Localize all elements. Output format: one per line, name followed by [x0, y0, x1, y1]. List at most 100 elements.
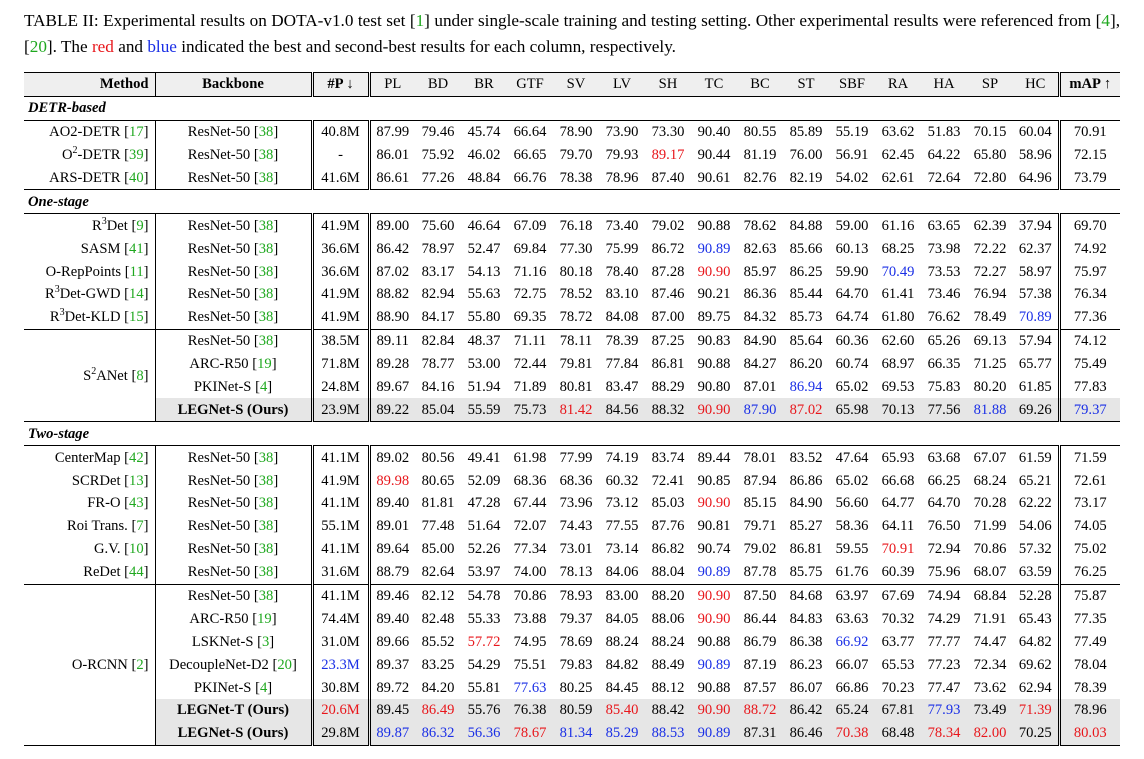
value-cell: 64.74: [829, 305, 875, 330]
ref-link[interactable]: 40: [129, 170, 144, 186]
value-cell: 84.45: [605, 679, 639, 696]
value-cell: 89.45: [367, 699, 415, 722]
ref-link[interactable]: 4: [259, 379, 268, 396]
value-cell: 74.00: [507, 560, 553, 585]
ref-link[interactable]: 38: [258, 333, 274, 350]
ref-link[interactable]: 38: [258, 147, 274, 164]
ref-link[interactable]: 4: [1101, 11, 1110, 30]
ref-link[interactable]: 38: [258, 472, 274, 489]
value-cell: 72.34: [973, 656, 1007, 673]
ref-link[interactable]: 38: [258, 124, 274, 141]
value-cell: 84.68: [789, 588, 823, 605]
ref-link[interactable]: 4: [259, 679, 268, 696]
value-cell: 83.10: [605, 286, 639, 303]
value-cell: 54.78: [467, 588, 501, 605]
params-cell: 31.6M: [310, 560, 369, 585]
value-cell: 87.78: [737, 560, 783, 585]
value-cell: 89.72: [367, 676, 415, 700]
ref-link[interactable]: 15: [129, 309, 144, 326]
ref-link[interactable]: 3: [261, 633, 270, 650]
value-cell: 72.94: [927, 541, 961, 558]
ref-link[interactable]: 19: [257, 356, 272, 373]
ref-link[interactable]: 38: [258, 170, 274, 186]
backbone-name: ResNet-50 [38]: [154, 329, 312, 353]
ref-link[interactable]: 20: [29, 37, 47, 56]
table-row: LEGNet-T (Ours) 20.6M 89.45 86.49 55.76 76.38…: [24, 699, 1120, 722]
value-cell: 67.69: [881, 588, 915, 605]
ref-link[interactable]: 38: [258, 217, 274, 234]
ref-link[interactable]: 14: [129, 286, 144, 303]
ref-link[interactable]: 8: [136, 367, 144, 384]
value-cell: 90.90: [697, 588, 731, 605]
value-cell: 78.38: [553, 166, 599, 191]
ref-link[interactable]: 38: [258, 588, 274, 605]
ref-link[interactable]: 17: [129, 124, 144, 141]
value-cell: 82.63: [743, 240, 777, 257]
value-cell: 77.63: [513, 679, 547, 696]
value-cell: 87.94: [743, 472, 777, 489]
value-cell: 71.11: [513, 333, 547, 350]
ref-link[interactable]: 10: [129, 541, 144, 558]
ref-link[interactable]: 20: [277, 656, 292, 673]
value-cell: 86.46: [783, 721, 829, 746]
ref-link[interactable]: 2: [136, 656, 144, 673]
ref-link[interactable]: 38: [258, 541, 274, 558]
value-cell: 58.96: [1018, 147, 1052, 164]
value-cell: 85.15: [743, 495, 777, 512]
ref-link[interactable]: 39: [129, 147, 144, 164]
value-cell: 89.22: [367, 398, 415, 423]
value-cell: 65.43: [1018, 610, 1052, 627]
ref-link[interactable]: 38: [258, 263, 274, 280]
backbone-name: LEGNet-S (Ours): [154, 721, 312, 746]
header-class: BC: [737, 72, 783, 97]
backbone-name: ARC-R50 [19]: [154, 607, 312, 631]
map-cell: 77.35: [1057, 607, 1120, 631]
value-cell: 87.02: [367, 260, 415, 284]
ref-link[interactable]: 41: [129, 240, 144, 257]
ref-link[interactable]: 11: [129, 263, 144, 280]
ref-link[interactable]: 38: [258, 564, 274, 581]
value-cell: 80.81: [559, 379, 593, 396]
value-cell: 89.40: [367, 492, 415, 515]
value-cell: 83.25: [421, 656, 455, 673]
value-cell: 85.29: [599, 721, 645, 746]
value-cell: 83.47: [605, 379, 639, 396]
ref-link[interactable]: 43: [129, 495, 144, 512]
ref-link[interactable]: 9: [136, 217, 144, 234]
ref-link[interactable]: 1: [415, 11, 425, 30]
ref-link[interactable]: 38: [258, 240, 274, 257]
value-cell: 66.25: [927, 472, 961, 489]
ref-link[interactable]: 38: [258, 449, 274, 466]
value-cell: 74.94: [927, 588, 961, 605]
ref-link[interactable]: 7: [136, 518, 144, 535]
ref-link[interactable]: 38: [258, 286, 274, 303]
value-cell: 63.63: [835, 610, 869, 627]
map-cell: 71.59: [1057, 445, 1120, 470]
value-cell: 84.56: [599, 398, 645, 423]
red-legend-word: red: [91, 37, 114, 56]
value-cell: 80.59: [559, 702, 593, 719]
ref-link[interactable]: 19: [257, 610, 272, 627]
value-cell: 80.55: [743, 124, 777, 141]
value-cell: 60.39: [875, 560, 921, 585]
value-cell: 73.88: [513, 610, 547, 627]
params-cell: 41.1M: [310, 492, 369, 515]
value-cell: 86.82: [651, 541, 685, 558]
value-cell: 79.81: [559, 356, 593, 373]
value-cell: 74.95: [513, 633, 547, 650]
value-cell: 51.94: [467, 379, 501, 396]
value-cell: 83.17: [421, 263, 455, 280]
value-cell: 75.51: [513, 656, 547, 673]
ref-link[interactable]: 44: [129, 564, 144, 581]
value-cell: 74.43: [559, 518, 593, 535]
value-cell: 47.28: [467, 495, 501, 512]
value-cell: 78.39: [605, 333, 639, 350]
value-cell: 84.27: [743, 356, 777, 373]
ref-link[interactable]: 38: [258, 495, 274, 512]
ref-link[interactable]: 42: [129, 449, 144, 466]
ref-link[interactable]: 38: [258, 309, 274, 326]
value-cell: 58.97: [1018, 263, 1052, 280]
ref-link[interactable]: 38: [258, 518, 274, 535]
value-cell: 90.88: [697, 217, 731, 234]
ref-link[interactable]: 13: [129, 472, 144, 489]
